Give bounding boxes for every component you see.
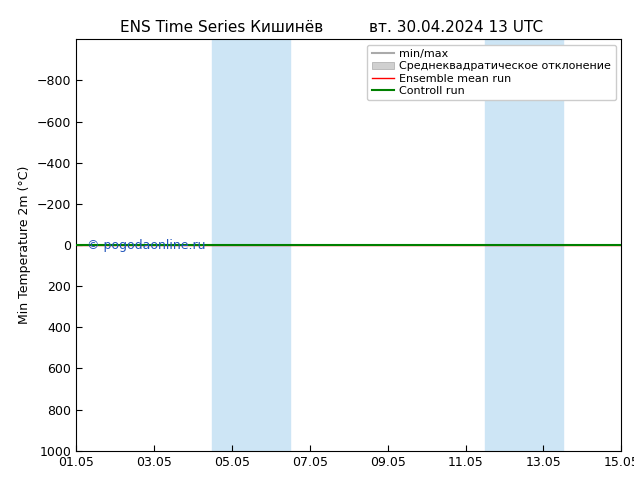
Bar — [212, 39, 290, 451]
Legend: min/max, Среднеквадратическое отклонение, Ensemble mean run, Controll run: min/max, Среднеквадратическое отклонение… — [367, 45, 616, 100]
Text: вт. 30.04.2024 13 UTC: вт. 30.04.2024 13 UTC — [370, 20, 543, 35]
Y-axis label: Min Temperature 2m (°C): Min Temperature 2m (°C) — [18, 166, 31, 324]
Text: © pogodaonline.ru: © pogodaonline.ru — [87, 239, 205, 251]
Text: ENS Time Series Кишинёв: ENS Time Series Кишинёв — [120, 20, 323, 35]
Bar — [485, 39, 563, 451]
